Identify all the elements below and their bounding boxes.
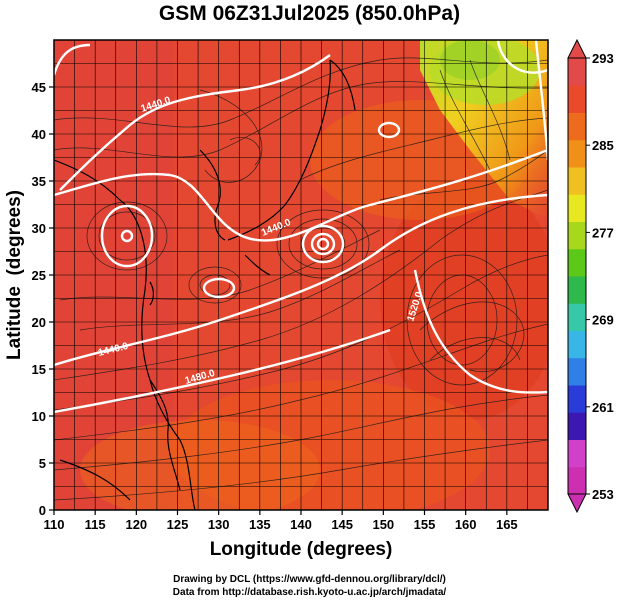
credit-data-source: Data from http://database.rish.kyoto-u.a… bbox=[172, 587, 447, 598]
colorbar-segment bbox=[568, 112, 586, 141]
x-tick-label: 155 bbox=[414, 517, 436, 532]
y-tick-label: 45 bbox=[32, 80, 46, 95]
geopotential-contours bbox=[54, 40, 548, 414]
contour-low-outer bbox=[301, 224, 345, 264]
colorbar-segment bbox=[568, 58, 586, 86]
x-tick-label: 110 bbox=[44, 517, 65, 532]
y-tick-label: 20 bbox=[32, 315, 46, 330]
colorbar-segment bbox=[568, 466, 586, 495]
y-axis-ticks: 0 5 10 15 20 25 30 35 40 45 bbox=[32, 80, 54, 518]
x-axis-title: Longitude (degrees) bbox=[210, 539, 393, 560]
x-tick-label: 120 bbox=[125, 517, 147, 532]
colorbar-segment bbox=[568, 303, 586, 331]
contour-small-loop-north bbox=[377, 121, 401, 139]
colorbar-label: 285 bbox=[592, 138, 614, 153]
y-tick-label: 15 bbox=[32, 362, 46, 377]
colorbar-label: 253 bbox=[592, 487, 614, 502]
credit-drawing: Drawing by DCL (https://www.gfd-dennou.o… bbox=[173, 574, 446, 585]
contour-1440-south bbox=[54, 193, 548, 367]
x-tick-label: 135 bbox=[249, 517, 271, 532]
contour-high-west-inner bbox=[120, 229, 134, 243]
coastline-ryukyu bbox=[244, 254, 271, 276]
y-tick-label: 0 bbox=[39, 503, 46, 518]
colorbar-segment bbox=[568, 330, 586, 359]
x-tick-label: 150 bbox=[372, 517, 394, 532]
colorbar-segment bbox=[568, 139, 586, 168]
colorbar-segment bbox=[568, 385, 586, 413]
x-tick-label: 160 bbox=[455, 517, 477, 532]
colorbar-label: 261 bbox=[592, 400, 614, 415]
colorbar-segment bbox=[568, 221, 586, 250]
colorbar-segment bbox=[568, 439, 586, 468]
colorbar-max-arrow bbox=[567, 38, 587, 59]
colorbar-segment bbox=[568, 276, 586, 304]
contour-1480 bbox=[54, 328, 391, 414]
colorbar-min-arrow bbox=[567, 493, 587, 514]
coastline-asia bbox=[54, 159, 196, 510]
x-tick-label: 145 bbox=[331, 517, 353, 532]
contour-northeast-edge bbox=[534, 40, 548, 161]
warm-patch-east bbox=[380, 180, 548, 420]
streamlines bbox=[54, 57, 548, 501]
colorbar-label: 293 bbox=[592, 51, 614, 66]
colorbar-segment bbox=[568, 357, 586, 386]
chart-title: GSM 06Z31Jul2025 (850.0hPa) bbox=[158, 2, 461, 25]
colorbar-segment bbox=[568, 167, 586, 195]
coastline-philippines bbox=[149, 379, 181, 491]
x-tick-label: 165 bbox=[496, 517, 518, 532]
y-tick-label: 10 bbox=[32, 409, 46, 424]
x-tick-label: 115 bbox=[85, 517, 106, 532]
coastline-japan bbox=[227, 59, 331, 241]
colorbar-segment bbox=[568, 85, 586, 113]
x-tick-label: 125 bbox=[167, 517, 189, 532]
y-tick-label: 30 bbox=[32, 221, 46, 236]
contour-high-west-outer bbox=[100, 204, 154, 268]
y-tick-label: 25 bbox=[32, 268, 46, 283]
colorbar-segment bbox=[568, 248, 586, 277]
colorbar-label: 277 bbox=[592, 225, 614, 240]
grid-lines bbox=[53, 39, 549, 511]
contour-1520 bbox=[413, 269, 548, 394]
y-tick-label: 40 bbox=[32, 127, 46, 142]
x-tick-label: 130 bbox=[208, 517, 230, 532]
coastline-hokkaido bbox=[329, 59, 356, 111]
coastline-korea bbox=[199, 149, 226, 241]
contour-low-inner bbox=[316, 237, 330, 251]
colorbar-segment bbox=[568, 194, 586, 222]
x-axis-ticks: 110 115 120 125 130 135 140 145 150 155 160 165 bbox=[44, 510, 518, 532]
coastline-taiwan bbox=[149, 281, 154, 306]
y-axis-title: Latitude (degrees) bbox=[4, 190, 25, 360]
colorbar: 293 285 277 269 261 253 bbox=[567, 38, 614, 514]
colorbar-label: 269 bbox=[592, 313, 614, 328]
colorbar-frame bbox=[567, 57, 587, 495]
y-tick-label: 35 bbox=[32, 174, 46, 189]
contour-1440-north bbox=[59, 54, 331, 191]
x-tick-label: 140 bbox=[290, 517, 312, 532]
temperature-field bbox=[54, 40, 548, 510]
y-tick-label: 5 bbox=[39, 456, 46, 471]
contour-low-mid bbox=[310, 232, 336, 256]
colorbar-segment bbox=[568, 412, 586, 440]
contour-1440-mid bbox=[54, 148, 548, 242]
contour-northwest-loop bbox=[54, 43, 91, 76]
contour-small-loop bbox=[202, 277, 236, 299]
